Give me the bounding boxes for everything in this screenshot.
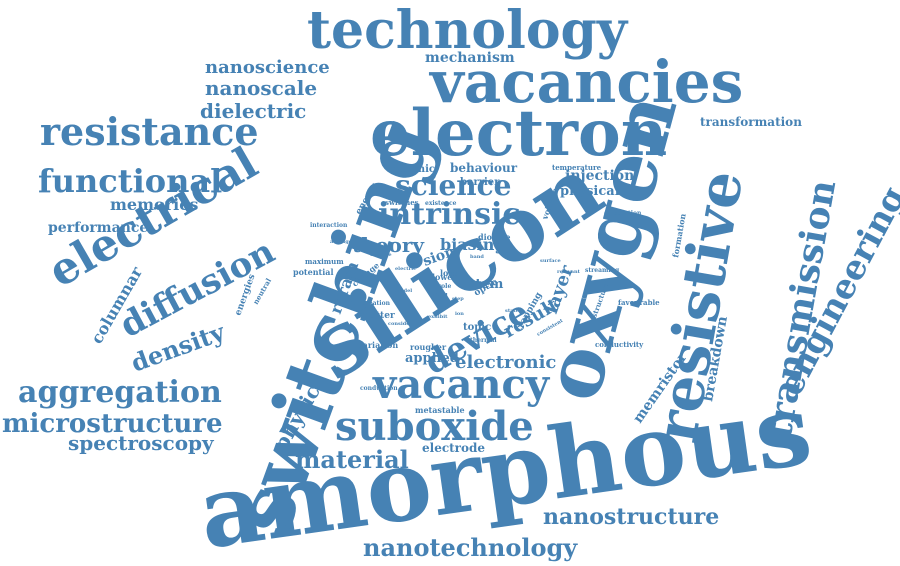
word-mechanism: mechanism <box>425 50 515 66</box>
word-memories: memories <box>110 195 198 214</box>
word-field: field <box>433 293 448 300</box>
word-favourable: favourable <box>618 298 660 307</box>
word-science: science <box>395 169 511 202</box>
word-material: material <box>295 445 409 474</box>
word-ion: ion <box>455 311 464 317</box>
word-surface: surface <box>540 258 561 264</box>
word-streaming: streaming <box>585 267 620 274</box>
word-dioxide: dioxide <box>478 232 510 242</box>
word-microstructure: microstructure <box>2 409 223 439</box>
word-creation: creation <box>362 300 391 307</box>
word-nanostructure: nanostructure <box>543 504 719 530</box>
word-performance: performance <box>48 220 148 236</box>
word-average: average <box>330 239 352 245</box>
word-intrinsic: intrinsic <box>378 197 521 232</box>
word-nanotechnology: nanotechnology <box>363 533 578 562</box>
word-aggregation: aggregation <box>18 375 222 410</box>
word-suboxide: suboxide <box>335 403 534 450</box>
word-dielectric: dielectric <box>200 99 306 123</box>
word-calculation: calculation <box>604 210 642 217</box>
word-step: step <box>452 296 464 302</box>
word-transformation: transformation <box>700 115 802 129</box>
word-exhibit: exhibit <box>428 314 448 320</box>
word-existence: existence <box>425 200 457 207</box>
word-observe: observe <box>370 252 392 258</box>
word-temperature: temperature <box>552 163 602 172</box>
word-maximum: maximum <box>305 257 344 266</box>
word-potential: potential <box>293 267 334 277</box>
word-conductivity: conductivity <box>595 340 644 349</box>
word-nanoscale: nanoscale <box>205 76 317 100</box>
word-electrode: electrode <box>422 441 485 455</box>
word-vacancies: vacancies <box>428 48 743 116</box>
word-relevant: relevant <box>557 269 581 275</box>
word-biasing: biasing <box>440 235 506 254</box>
word-variation: variation <box>357 340 398 350</box>
word-electric: electric <box>395 266 416 272</box>
word-loss: loss <box>440 268 458 278</box>
word-height: height <box>373 278 392 284</box>
word-technology: technology <box>307 0 629 61</box>
word-lower: lower <box>432 272 457 282</box>
word-thermal: thermal <box>470 337 497 344</box>
word-conduction: conduction <box>360 385 398 392</box>
word-spectroscopy: spectroscopy <box>68 431 215 455</box>
word-rougher: rougher <box>410 342 447 352</box>
word-resistance: resistance <box>40 109 259 154</box>
word-theory: theory <box>352 233 425 257</box>
word-metastable: metastable <box>415 405 465 415</box>
word-electronic: electronic <box>455 352 556 373</box>
word-interaction: interaction <box>310 222 348 229</box>
word-physical: physical <box>560 184 620 199</box>
word-barrier: barrier <box>460 177 500 188</box>
word-applied: applied <box>405 351 459 366</box>
word-injection: injection <box>565 168 634 184</box>
word-functional: functional <box>38 162 222 200</box>
word-vacancy: vacancy <box>372 361 551 408</box>
word-role: role <box>438 283 451 290</box>
word-behaviour: behaviour <box>450 161 518 175</box>
word-band: band <box>470 254 484 260</box>
word-switches: switches <box>385 198 419 207</box>
word-model: model <box>395 288 412 294</box>
word-sputter: sputter <box>358 311 395 321</box>
word-topic: topic <box>463 322 491 333</box>
word-electron: electron <box>370 96 667 171</box>
word-state: state <box>505 308 519 314</box>
word-dynamic: dynamic <box>388 164 435 175</box>
word-consider: consider <box>388 321 412 327</box>
word-nanoscience: nanoscience <box>205 57 330 78</box>
word-stem: stem <box>468 277 504 292</box>
